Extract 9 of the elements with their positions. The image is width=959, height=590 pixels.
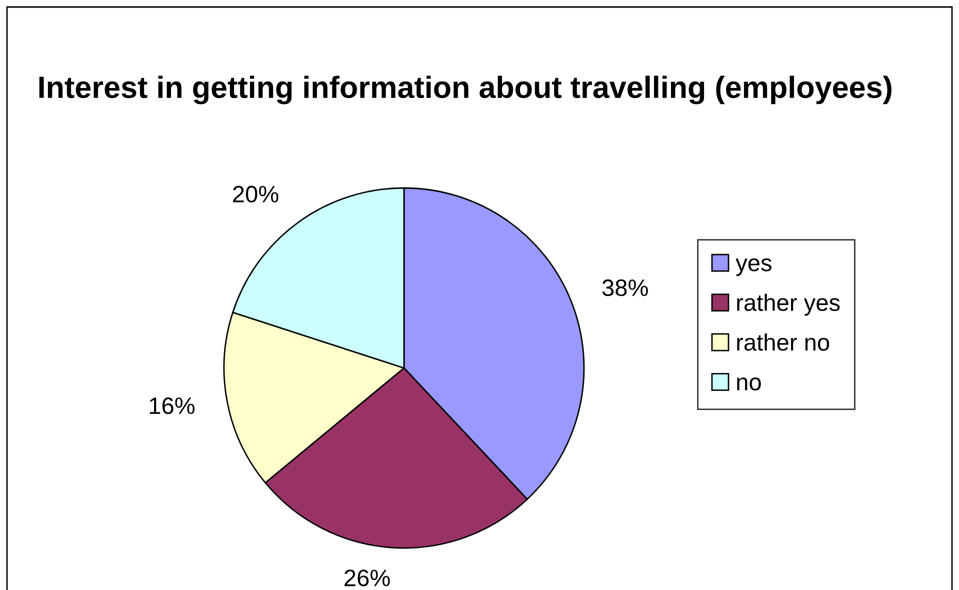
legend-label: rather no (737, 333, 830, 351)
chart-title: Interest in getting information about travelling (employees) (39, 76, 892, 104)
data-label: 16% (150, 397, 195, 414)
legend-label: no (737, 378, 761, 390)
data-label: 38% (602, 279, 648, 296)
data-label: 26% (344, 570, 390, 586)
legend-label: rather yes (737, 294, 840, 316)
data-label: 20% (233, 186, 278, 203)
legend-label: yes (736, 258, 772, 276)
